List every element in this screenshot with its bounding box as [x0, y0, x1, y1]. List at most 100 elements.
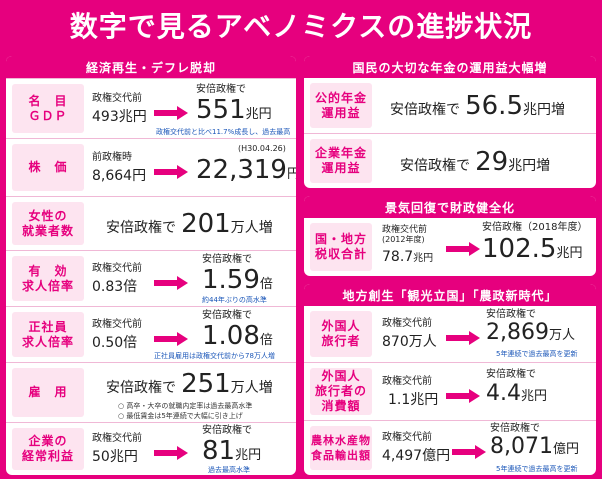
row-label: 企業年金 運用益 — [310, 139, 372, 183]
value: 29 — [475, 147, 509, 177]
row-label: 外国人 旅行者の 消費額 — [310, 368, 372, 415]
after-unit: 兆円 — [556, 246, 583, 261]
row-label: 国・地方 税収合計 — [310, 223, 372, 271]
after-date: (H30.04.26) — [238, 144, 286, 153]
before-label: 前政権時 — [92, 152, 132, 163]
row-label: 公的年金 運用益 — [310, 83, 372, 128]
after-label: 安倍政権で — [106, 380, 176, 396]
prefix: 安倍政権で — [400, 158, 470, 174]
row-women: 女性の 就業者数 安倍政権で 201万人増 — [6, 196, 296, 250]
after-unit: 万人増 — [230, 220, 273, 236]
after-label: 安倍政権で — [486, 369, 536, 380]
row-corporate-pension: 企業年金 運用益 安倍政権で 29兆円増 — [304, 133, 596, 188]
before-value: 8,664円 — [92, 168, 147, 184]
econ-panel: 経済再生・デフレ脱却 名 目 ＧＤＰ 政権交代前 493兆円 安倍政権で 551… — [6, 56, 296, 475]
before-label: 政権交代前 — [92, 319, 142, 330]
unit: 兆円増 — [508, 158, 551, 174]
after-unit: 兆円 — [521, 389, 548, 404]
row-label: 株 価 — [12, 144, 84, 191]
row-tourists: 外国人 旅行者 政権交代前 870万人 安倍政権で 2,869万人 5年連続で過… — [304, 306, 596, 362]
after-value: 551 — [196, 95, 246, 125]
after-label: 安倍政権（2018年度） — [482, 222, 588, 233]
arrow-icon — [154, 276, 188, 290]
arrow-icon — [446, 389, 480, 403]
note: 過去最高水準 — [208, 466, 250, 474]
regional-header: 地方創生「観光立国」「農政新時代」 — [304, 284, 596, 306]
after-unit: 円 — [286, 167, 296, 182]
before-year: (2012年度) — [382, 235, 425, 244]
row-profits: 企業の 経常利益 政権交代前 50兆円 安倍政権で 81兆円 過去最高水準 — [6, 422, 296, 475]
row-label: 企業の 経常利益 — [12, 428, 84, 470]
arrow-icon — [154, 106, 188, 120]
note: 5年連続で過去最高を更新 — [496, 465, 578, 473]
value: 56.5 — [465, 91, 523, 121]
before-value: 1.1兆円 — [388, 392, 439, 408]
row-label: 雇 用 — [12, 368, 84, 417]
after-unit: 兆円 — [245, 107, 272, 122]
after-unit: 億円 — [552, 442, 579, 457]
regional-panel: 地方創生「観光立国」「農政新時代」 外国人 旅行者 政権交代前 870万人 安倍… — [304, 284, 596, 475]
row-job-ratio: 有 効 求人倍率 政権交代前 0.83倍 安倍政権で 1.59倍 約44年ぶりの… — [6, 250, 296, 306]
before-value: 493兆円 — [92, 109, 147, 125]
before-label: 政権交代前 — [382, 376, 432, 387]
after-unit: 万人増 — [230, 380, 273, 396]
after-value: 102.5 — [482, 234, 557, 264]
after-label: 安倍政権で — [202, 254, 252, 265]
row-tax: 国・地方 税収合計 政権交代前 (2012年度) 78.7兆円 安倍政権（201… — [304, 218, 596, 276]
row-gdp: 名 目 ＧＤＰ 政権交代前 493兆円 安倍政権で 551兆円 政権交代前と比べ… — [6, 78, 296, 138]
row-label: 名 目 ＧＤＰ — [12, 84, 84, 133]
before-label: 政権交代前 — [92, 263, 142, 274]
after-label: 安倍政権で — [202, 425, 252, 436]
row-food-exports: 農林水産物 食品輸出額 政権交代前 4,497億円 安倍政権で 8,071億円 … — [304, 420, 596, 475]
prefix: 安倍政権で — [390, 102, 460, 118]
unit: 兆円増 — [522, 102, 565, 118]
after-value: 201 — [181, 209, 231, 239]
arrow-icon — [154, 165, 188, 179]
arrow-icon — [446, 242, 480, 256]
after-value: 22,319 — [196, 155, 287, 185]
row-tourist-spending: 外国人 旅行者の 消費額 政権交代前 1.1兆円 安倍政権で 4.4兆円 — [304, 362, 596, 420]
before-value: 0.83倍 — [92, 279, 138, 295]
before-unit: 兆円 — [413, 253, 434, 264]
pension-panel: 国民の大切な年金の運用益大幅増 公的年金 運用益 安倍政権で 56.5兆円増 企… — [304, 56, 596, 188]
before-label: 政権交代前 — [92, 93, 142, 104]
note: 約44年ぶりの高水準 — [202, 296, 267, 304]
before-value: 4,497億円 — [382, 448, 451, 464]
after-label: 安倍政権で — [486, 309, 536, 320]
note: 政権交代前と比べ11.7%成長し、過去最高 — [156, 128, 291, 136]
before-label: 政権交代前 — [382, 225, 428, 235]
row-public-pension: 公的年金 運用益 安倍政権で 56.5兆円増 — [304, 78, 596, 133]
pension-header: 国民の大切な年金の運用益大幅増 — [304, 56, 596, 78]
after-value: 4.4 — [486, 381, 521, 406]
before-value: 50兆円 — [92, 449, 138, 465]
fiscal-header: 景気回復で財政健全化 — [304, 196, 596, 218]
before-label: 政権交代前 — [382, 318, 432, 329]
after-value: 251 — [181, 369, 231, 399]
after-value: 81 — [202, 436, 236, 466]
after-unit: 兆円 — [235, 448, 262, 463]
after-label: 安倍政権で — [202, 310, 252, 321]
page-title: 数字で見るアベノミクスの進捗状況 — [69, 10, 533, 43]
after-unit: 万人 — [548, 328, 575, 343]
after-label: 安倍政権で — [196, 84, 246, 95]
row-label: 外国人 旅行者 — [310, 311, 372, 357]
note: 5年連続で過去最高を更新 — [496, 350, 578, 358]
before-value: 870万人 — [382, 334, 437, 350]
after-unit: 倍 — [259, 333, 273, 348]
after-value: 1.59 — [202, 265, 260, 295]
note-a: ○ 高卒・大卒の就職内定率は過去最高水準 — [118, 402, 253, 410]
row-label: 農林水産物 食品輸出額 — [310, 426, 372, 470]
econ-header: 経済再生・デフレ脱却 — [6, 56, 296, 78]
before-value: 78.7 — [382, 249, 414, 265]
row-label: 有 効 求人倍率 — [12, 256, 84, 301]
after-label: 安倍政権で — [490, 423, 540, 434]
arrow-icon — [452, 445, 486, 459]
after-unit: 倍 — [259, 277, 273, 292]
after-value: 8,071 — [490, 434, 553, 459]
arrow-icon — [446, 331, 480, 345]
after-label: 安倍政権で — [106, 220, 176, 236]
before-label: 政権交代前 — [382, 432, 432, 443]
row-label: 正社員 求人倍率 — [12, 312, 84, 357]
row-employment: 雇 用 安倍政権で 251万人増 ○ 高卒・大卒の就職内定率は過去最高水準 ○ … — [6, 362, 296, 422]
after-value: 2,869 — [486, 320, 549, 345]
